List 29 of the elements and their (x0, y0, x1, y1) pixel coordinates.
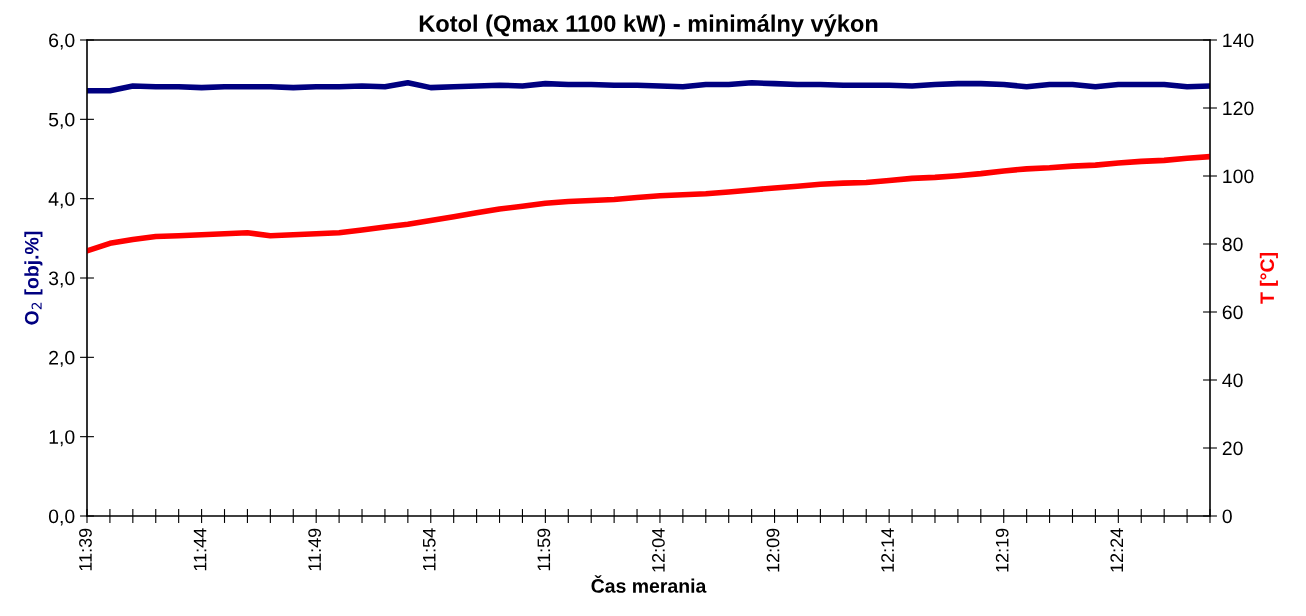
x-tick-label: 12:19 (995, 528, 1009, 572)
y2-tick-label: 0 (1222, 509, 1232, 524)
y2-tick-label: 20 (1222, 441, 1243, 456)
y2-tick-label: 60 (1222, 305, 1243, 320)
x-tick-label: 11:49 (308, 528, 322, 571)
x-tick-label: 11:54 (423, 528, 436, 571)
y2-tick-label: 40 (1222, 373, 1243, 388)
y-tick-label: 3,0 (48, 271, 75, 288)
y2-tick-label: 120 (1223, 101, 1254, 116)
x-tick-label: 12:24 (1110, 528, 1123, 572)
x-axis-title: Čas merania (591, 575, 707, 593)
y-tick-label: 6,0 (49, 33, 75, 50)
y-tick-label: 1,0 (49, 430, 75, 447)
x-tick-label: 12:09 (766, 528, 780, 572)
x-tick-label: 12:04 (652, 528, 665, 572)
y-tick-label: 4,0 (48, 192, 75, 209)
y-tick-label: 2,0 (49, 350, 75, 367)
x-tick-label: 11:59 (537, 528, 551, 571)
chart-title: Kotol (Qmax 1100 kW) - minimálny výkon (419, 14, 878, 37)
y-tick-label: 0,0 (48, 509, 75, 526)
y2-tick-label: 80 (1222, 237, 1243, 252)
y-axis-title: O$_{2}$ [obj.%] (24, 231, 43, 325)
y2-tick-label: 100 (1223, 169, 1254, 184)
x-tick-label: 12:14 (881, 528, 894, 572)
y2-tick-label: 140 (1223, 33, 1254, 48)
x-tick-label: 11:39 (79, 528, 92, 571)
y2-axis-title: T [°C] (1259, 253, 1278, 304)
x-tick-label: 11:44 (193, 528, 207, 571)
y-tick-label: 5,0 (48, 112, 75, 129)
